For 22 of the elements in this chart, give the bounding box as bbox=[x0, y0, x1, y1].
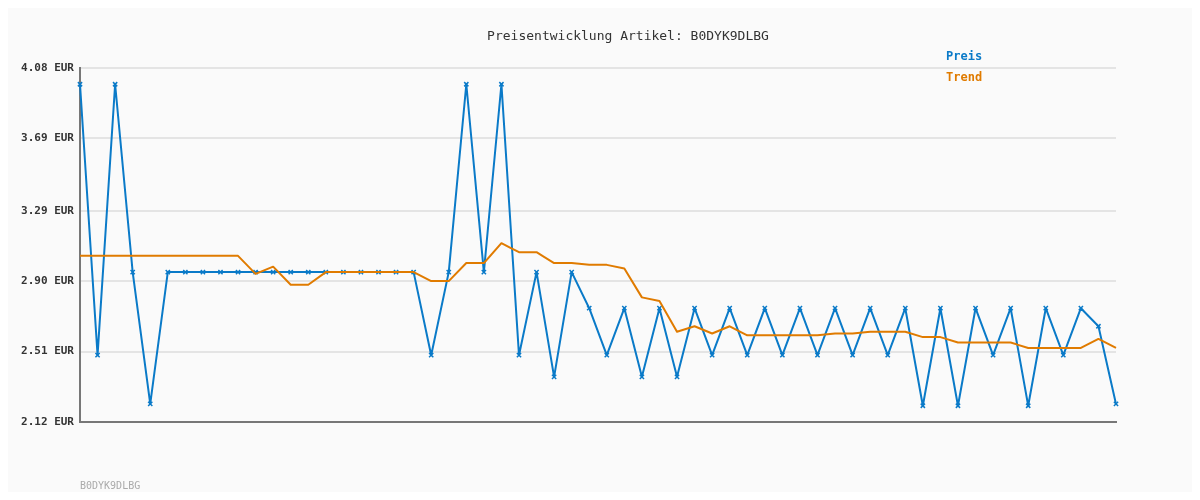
y-tick-label: 3.29 EUR bbox=[21, 203, 75, 217]
point bbox=[1042, 305, 1049, 312]
y-tick-label: 4.08 EUR bbox=[21, 60, 75, 74]
y-tick-label: 2.90 EUR bbox=[21, 273, 75, 287]
point bbox=[463, 81, 470, 88]
point bbox=[603, 352, 610, 359]
chart-title: Preisentwicklung Artikel: B0DYK9DLBG bbox=[486, 28, 770, 43]
text: Trend bbox=[946, 69, 983, 86]
y-tick-label: 2.51 EUR bbox=[21, 344, 75, 358]
point bbox=[761, 305, 768, 312]
text: B0DYK9DLBG bbox=[80, 480, 141, 491]
point bbox=[235, 269, 241, 275]
point bbox=[586, 305, 593, 312]
point bbox=[867, 305, 874, 312]
y-tick-label: 2.12 EUR bbox=[21, 414, 75, 428]
point bbox=[200, 269, 206, 275]
point bbox=[639, 373, 645, 380]
point bbox=[709, 352, 716, 359]
point bbox=[480, 269, 487, 275]
point bbox=[428, 352, 435, 359]
text: Preis bbox=[946, 48, 983, 65]
y-tick-label: 3.69 EUR bbox=[21, 131, 75, 145]
